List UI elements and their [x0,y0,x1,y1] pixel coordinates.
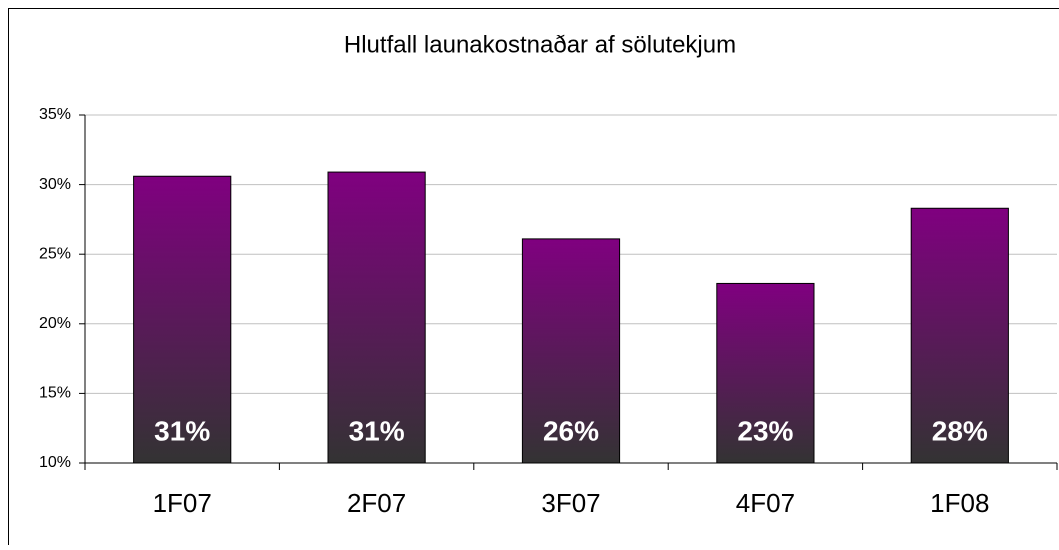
y-tick-label: 15% [39,385,71,402]
x-tick-label: 1F08 [930,488,989,518]
x-tick-label: 2F07 [347,488,406,518]
y-tick-label: 35% [39,106,71,123]
data-label: 31% [349,415,405,446]
y-tick-label: 30% [39,176,71,193]
y-tick-label: 20% [39,315,71,332]
data-label: 23% [737,415,793,446]
data-label: 26% [543,415,599,446]
data-label: 31% [154,415,210,446]
x-tick-label: 4F07 [736,488,795,518]
data-label: 28% [932,415,988,446]
y-tick-label: 10% [39,454,71,471]
x-tick-label: 3F07 [541,488,600,518]
y-tick-label: 25% [39,245,71,262]
chart-title: Hlutfall launakostnaðar af sölutekjum [344,31,736,58]
x-tick-label: 1F07 [153,488,212,518]
